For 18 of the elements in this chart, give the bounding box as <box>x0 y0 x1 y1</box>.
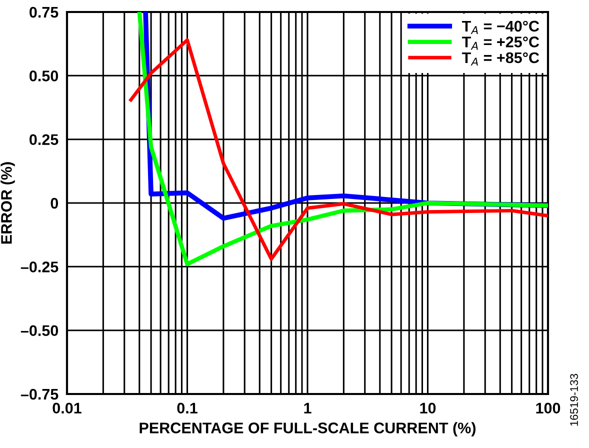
y-tick-label: 0 <box>50 198 58 209</box>
x-tick-label: 0.1 <box>177 402 198 414</box>
x-axis-title: PERCENTAGE OF FULL-SCALE CURRENT (%) <box>140 422 476 436</box>
x-tick-label: 1 <box>304 402 312 414</box>
legend-label: T$_{A}$ = +85°C <box>462 52 540 66</box>
legend-label: T$_{A}$ = +25°C <box>462 36 540 50</box>
y-axis-title: ERROR (%) <box>0 162 15 244</box>
y-tick-label: 0.50 <box>30 70 58 82</box>
x-tick-label: 100 <box>536 402 560 414</box>
text: 16519-133 <box>570 374 578 426</box>
legend-label: T$_{A}$ = −40°C <box>462 20 540 34</box>
y-tick-label: 0.75 <box>30 6 58 18</box>
y-tick-label: –0.75 <box>20 388 58 400</box>
x-tick-label: 10 <box>420 402 436 414</box>
y-tick-label: 0.25 <box>30 134 58 146</box>
y-tick-label: –0.25 <box>20 262 58 272</box>
y-tick-label: –0.50 <box>20 325 58 336</box>
x-tick-label: 0.01 <box>52 402 82 414</box>
